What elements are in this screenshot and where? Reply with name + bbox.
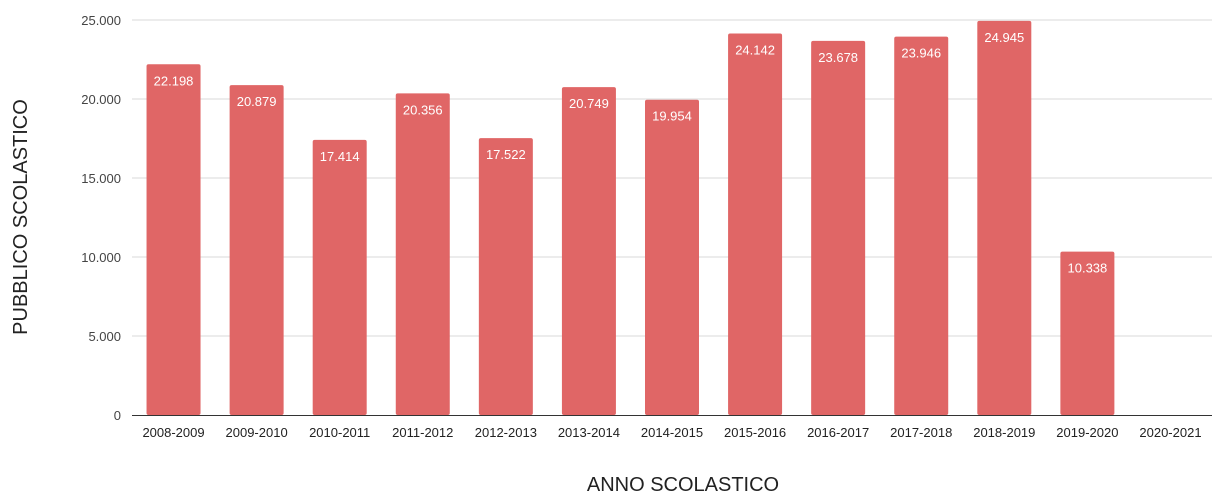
x-tick-label: 2008-2009 [142, 425, 204, 440]
bar [811, 40, 866, 415]
bar [645, 99, 699, 415]
y-tick-label: 0 [114, 408, 121, 423]
bar [561, 87, 616, 415]
bar [312, 139, 367, 415]
bar [728, 33, 783, 416]
y-tick-label: 25.000 [81, 13, 121, 28]
bar [1060, 251, 1115, 415]
bars [146, 20, 1115, 416]
bar-value-label: 22.198 [154, 73, 194, 88]
x-tick-label: 2020-2021 [1139, 425, 1201, 440]
bar [229, 85, 284, 415]
x-tick-label: 2015-2016 [724, 425, 786, 440]
bar-value-label: 17.522 [486, 147, 526, 162]
x-tick-label: 2011-2012 [392, 425, 453, 440]
x-tick-label: 2009-2010 [226, 425, 288, 440]
bar [478, 138, 533, 415]
bar [146, 64, 201, 415]
x-tick-label: 2018-2019 [973, 425, 1035, 440]
x-axis-title: ANNO SCOLASTICO [587, 474, 779, 496]
x-tick-labels: 2008-2009 2009-2010 2010-2011 2011-2012 2012… [142, 425, 1201, 440]
y-tick-label: 15.000 [81, 171, 121, 186]
bar-value-label: 19.954 [652, 109, 692, 124]
x-tick-label: 2016-2017 [807, 425, 869, 440]
bar [395, 93, 450, 416]
x-tick-label: 2019-2020 [1056, 425, 1118, 440]
bar-value-label: 17.414 [320, 149, 360, 164]
x-tick-label: 2010-2011 [309, 425, 370, 440]
bar [894, 36, 949, 415]
bar-value-label: 20.879 [237, 94, 277, 109]
bar-value-label: 20.749 [569, 96, 609, 111]
bar-value-label: 24.142 [735, 43, 775, 58]
bar-value-label: 23.678 [818, 50, 858, 65]
x-tick-label: 2012-2013 [475, 425, 537, 440]
y-tick-label: 5.000 [88, 329, 121, 344]
bar-value-label: 20.356 [403, 102, 443, 117]
bar-value-labels: 22.198 20.879 17.414 20.356 17.522 20.749 19.9… [154, 30, 1108, 276]
bar [977, 20, 1032, 416]
bar-value-label: 10.338 [1068, 261, 1108, 276]
y-tick-labels: 0 5.000 10.000 15.000 20.000 25.000 [81, 13, 121, 423]
x-tick-label: 2013-2014 [558, 425, 620, 440]
bar-value-label: 24.945 [984, 30, 1024, 45]
bar-value-label: 23.946 [901, 46, 941, 61]
x-tick-label: 2017-2018 [890, 425, 952, 440]
x-tick-label: 2014-2015 [641, 425, 703, 440]
y-tick-label: 10.000 [81, 250, 121, 265]
y-axis-title: PUBBLICO SCOLASTICO [10, 99, 32, 335]
y-tick-label: 20.000 [81, 92, 121, 107]
